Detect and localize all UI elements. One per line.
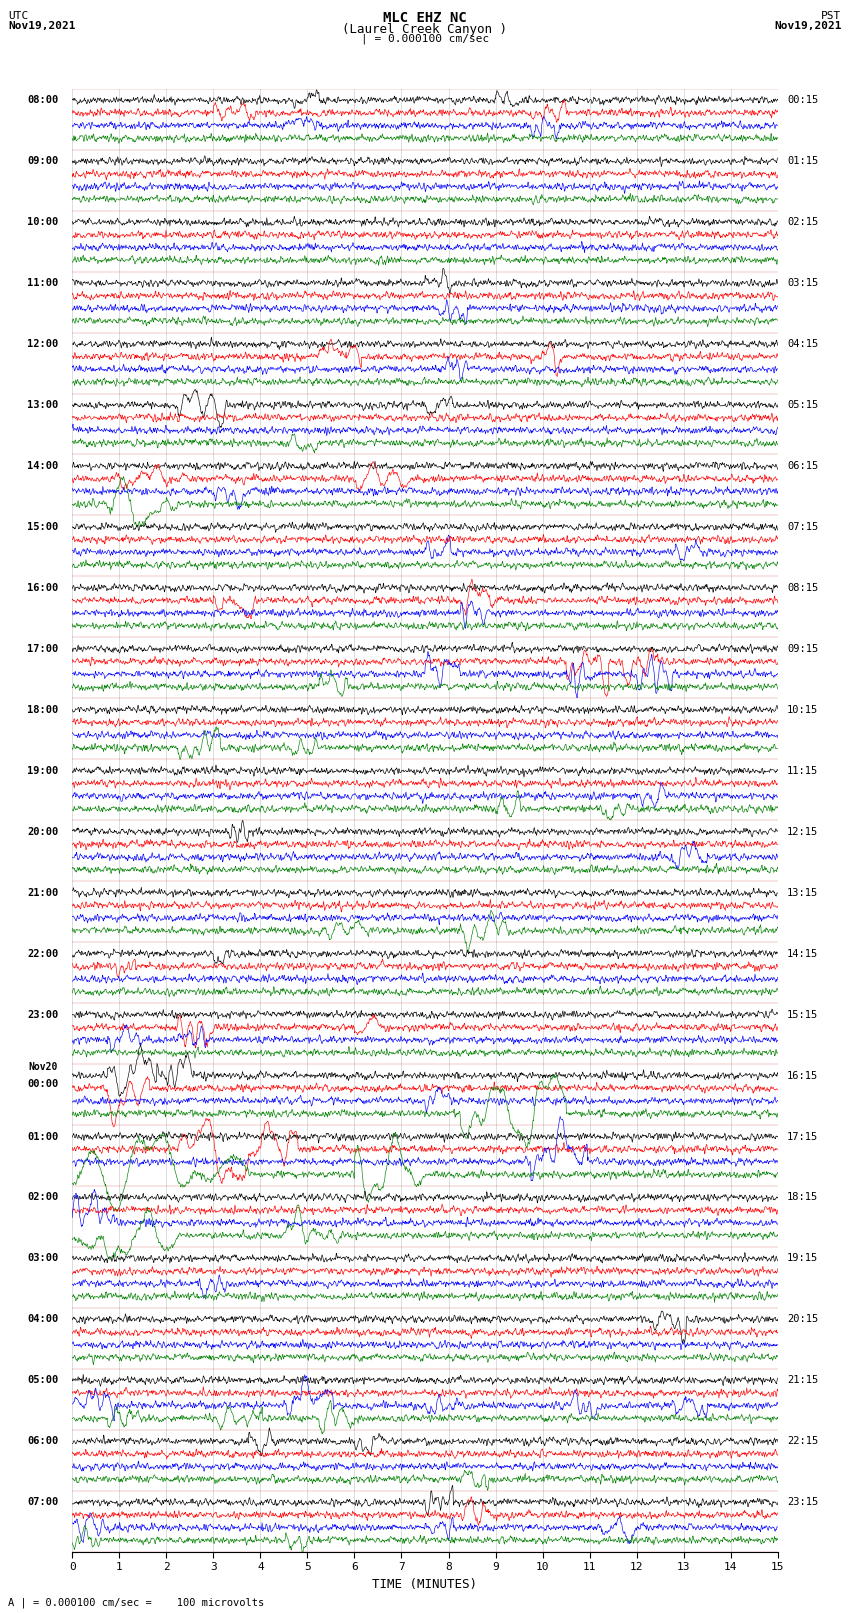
X-axis label: TIME (MINUTES): TIME (MINUTES) — [372, 1578, 478, 1590]
Text: 20:15: 20:15 — [787, 1315, 819, 1324]
Text: 09:00: 09:00 — [27, 156, 58, 166]
Text: Nov19,2021: Nov19,2021 — [774, 21, 842, 31]
Text: A | = 0.000100 cm/sec =    100 microvolts: A | = 0.000100 cm/sec = 100 microvolts — [8, 1597, 264, 1608]
Text: 11:15: 11:15 — [787, 766, 819, 776]
Text: | = 0.000100 cm/sec: | = 0.000100 cm/sec — [361, 34, 489, 45]
Text: 17:00: 17:00 — [27, 644, 58, 653]
Text: 19:15: 19:15 — [787, 1253, 819, 1263]
Text: 16:15: 16:15 — [787, 1071, 819, 1081]
Text: UTC: UTC — [8, 11, 29, 21]
Text: 15:00: 15:00 — [27, 523, 58, 532]
Text: 16:00: 16:00 — [27, 582, 58, 594]
Text: 00:15: 00:15 — [787, 95, 819, 105]
Text: 08:00: 08:00 — [27, 95, 58, 105]
Text: 05:15: 05:15 — [787, 400, 819, 410]
Text: 12:15: 12:15 — [787, 827, 819, 837]
Text: 03:00: 03:00 — [27, 1253, 58, 1263]
Text: 22:15: 22:15 — [787, 1436, 819, 1447]
Text: 14:15: 14:15 — [787, 948, 819, 958]
Text: 19:00: 19:00 — [27, 766, 58, 776]
Text: 21:15: 21:15 — [787, 1376, 819, 1386]
Text: 05:00: 05:00 — [27, 1376, 58, 1386]
Text: MLC EHZ NC: MLC EHZ NC — [383, 11, 467, 26]
Text: 04:00: 04:00 — [27, 1315, 58, 1324]
Text: 01:15: 01:15 — [787, 156, 819, 166]
Text: 07:00: 07:00 — [27, 1497, 58, 1507]
Text: Nov20: Nov20 — [29, 1061, 58, 1071]
Text: 03:15: 03:15 — [787, 277, 819, 289]
Text: 01:00: 01:00 — [27, 1131, 58, 1142]
Text: 23:00: 23:00 — [27, 1010, 58, 1019]
Text: 02:00: 02:00 — [27, 1192, 58, 1202]
Text: 10:00: 10:00 — [27, 218, 58, 227]
Text: 11:00: 11:00 — [27, 277, 58, 289]
Text: 17:15: 17:15 — [787, 1131, 819, 1142]
Text: PST: PST — [821, 11, 842, 21]
Text: (Laurel Creek Canyon ): (Laurel Creek Canyon ) — [343, 23, 507, 35]
Text: 15:15: 15:15 — [787, 1010, 819, 1019]
Text: 10:15: 10:15 — [787, 705, 819, 715]
Text: 02:15: 02:15 — [787, 218, 819, 227]
Text: 12:00: 12:00 — [27, 339, 58, 348]
Text: 07:15: 07:15 — [787, 523, 819, 532]
Text: 06:15: 06:15 — [787, 461, 819, 471]
Text: 09:15: 09:15 — [787, 644, 819, 653]
Text: 04:15: 04:15 — [787, 339, 819, 348]
Text: 14:00: 14:00 — [27, 461, 58, 471]
Text: 06:00: 06:00 — [27, 1436, 58, 1447]
Text: 13:00: 13:00 — [27, 400, 58, 410]
Text: 13:15: 13:15 — [787, 887, 819, 898]
Text: 23:15: 23:15 — [787, 1497, 819, 1507]
Text: 21:00: 21:00 — [27, 887, 58, 898]
Text: 08:15: 08:15 — [787, 582, 819, 594]
Text: 18:00: 18:00 — [27, 705, 58, 715]
Text: Nov19,2021: Nov19,2021 — [8, 21, 76, 31]
Text: 20:00: 20:00 — [27, 827, 58, 837]
Text: 00:00: 00:00 — [27, 1079, 58, 1089]
Text: 22:00: 22:00 — [27, 948, 58, 958]
Text: 18:15: 18:15 — [787, 1192, 819, 1202]
